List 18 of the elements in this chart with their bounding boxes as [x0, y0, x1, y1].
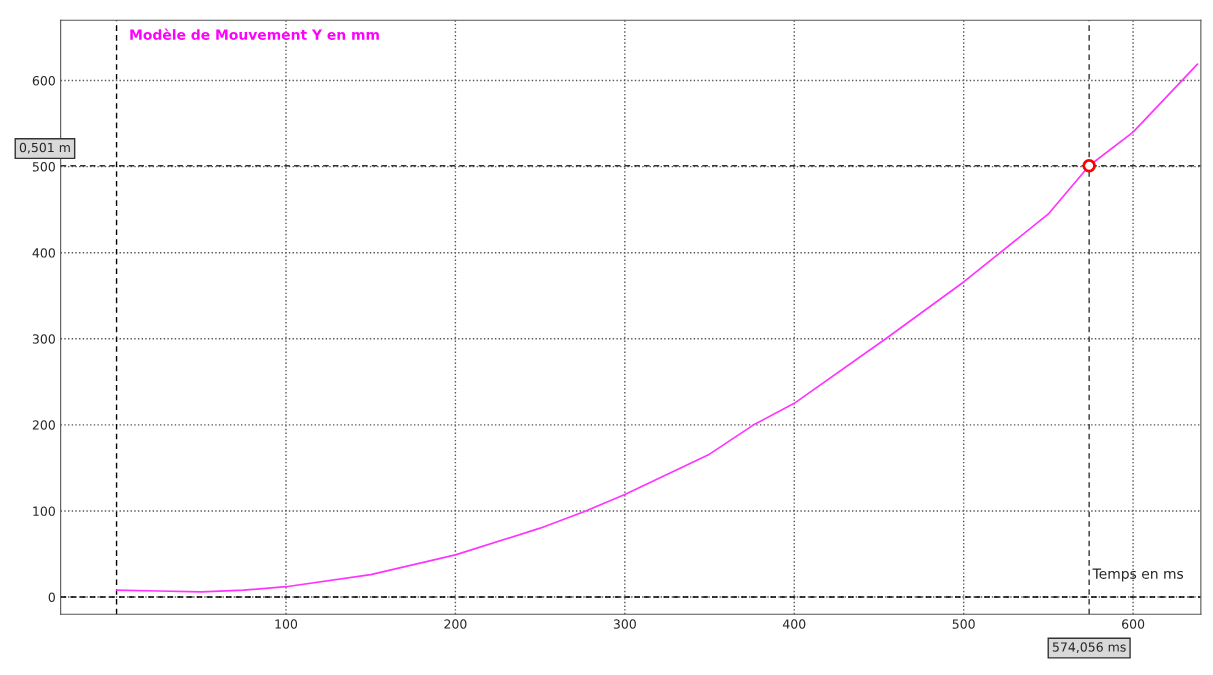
x-tick-label: 200 — [444, 619, 467, 629]
y-tick-label: 500 — [32, 162, 55, 172]
y-tick-label: 400 — [32, 248, 55, 258]
line-series — [115, 63, 1199, 593]
x-tick-label: 500 — [952, 619, 975, 629]
x-axis-title: Temps en ms — [1092, 568, 1184, 582]
y-tick-label: 200 — [32, 420, 55, 430]
text: Modèle de Mouvement Y en mm — [130, 28, 379, 40]
y-tick-label: 600 — [32, 75, 55, 86]
x-tick-label: 400 — [782, 619, 806, 629]
ref-line-label: 574,056 ms — [1052, 642, 1126, 653]
x-tick-label: 600 — [1122, 619, 1145, 629]
y-tick-label: 300 — [32, 334, 55, 344]
y-tick-label: 0 — [48, 592, 55, 602]
x-tick-label: 300 — [613, 619, 636, 629]
x-tick-label: 100 — [275, 619, 298, 629]
y-tick-label: 100 — [33, 506, 55, 516]
ref-line-label: 0,501 m — [19, 142, 70, 154]
